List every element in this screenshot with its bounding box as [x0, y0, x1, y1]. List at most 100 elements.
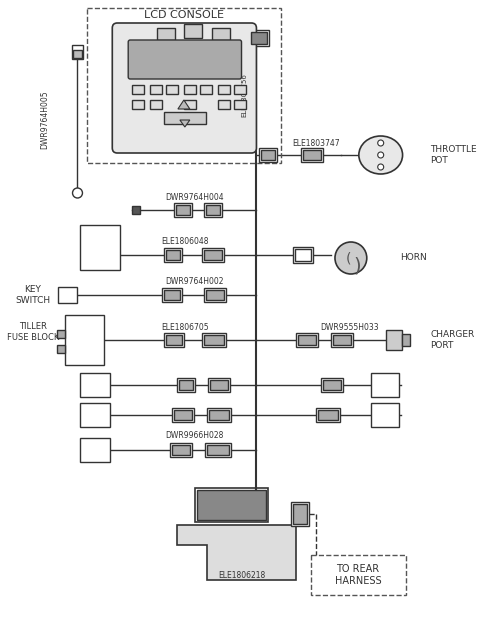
Bar [150, 100, 162, 109]
Bar [174, 410, 192, 420]
Bar [298, 335, 316, 345]
Bar [204, 443, 231, 457]
Bar [323, 380, 341, 390]
Text: (: ( [346, 251, 352, 265]
Bar [204, 335, 224, 345]
Bar [157, 28, 175, 40]
Bar [218, 100, 230, 109]
Bar [208, 378, 230, 392]
Bar [293, 504, 307, 524]
Bar [132, 100, 144, 109]
Bar [176, 205, 190, 215]
Bar [166, 335, 182, 345]
Text: DWR9966H028: DWR9966H028 [166, 432, 224, 441]
Bar [162, 288, 182, 302]
Bar [321, 378, 343, 392]
Bar [208, 410, 229, 420]
Circle shape [72, 188, 83, 198]
Bar [204, 250, 222, 260]
Bar [293, 247, 313, 263]
Text: TILLER
FUSE BLOCK: TILLER FUSE BLOCK [6, 322, 59, 342]
Bar [58, 287, 78, 303]
Polygon shape [177, 525, 296, 580]
Bar [296, 333, 318, 347]
Text: HORN: HORN [400, 253, 427, 263]
Circle shape [378, 164, 384, 170]
Text: DWR9764H005: DWR9764H005 [158, 56, 212, 62]
Bar [301, 148, 323, 162]
Bar [132, 206, 140, 214]
Bar [206, 408, 231, 422]
Circle shape [378, 152, 384, 158]
Text: KEY
SWITCH: KEY SWITCH [15, 285, 51, 304]
Text: ): ) [353, 256, 360, 275]
Text: ELE1806048: ELE1806048 [161, 237, 208, 246]
Text: ELE1805756: ELE1805756 [242, 73, 248, 117]
Bar [371, 403, 398, 427]
Bar [56, 345, 64, 353]
Bar [206, 205, 220, 215]
Bar [206, 290, 224, 300]
Bar [170, 443, 192, 457]
Bar [371, 373, 398, 397]
Bar [80, 373, 110, 397]
Bar [333, 335, 351, 345]
Text: ELE1806218: ELE1806218 [218, 570, 265, 579]
Bar [303, 150, 321, 160]
Text: ELE1803747: ELE1803747 [292, 139, 340, 147]
Text: ELE1806705: ELE1806705 [161, 322, 208, 332]
Bar [212, 28, 230, 40]
Bar [88, 8, 282, 163]
Bar [202, 248, 224, 262]
Bar [166, 250, 180, 260]
Bar [64, 315, 104, 365]
Bar [80, 403, 110, 427]
Text: CHARGER
PORT: CHARGER PORT [430, 330, 474, 349]
Bar [402, 334, 409, 346]
Bar [260, 148, 278, 162]
Bar [164, 290, 180, 300]
Bar [204, 203, 222, 217]
Bar [252, 32, 268, 44]
Bar [295, 249, 311, 261]
Bar [184, 85, 196, 94]
Bar [177, 378, 195, 392]
Bar [72, 50, 83, 58]
Bar [56, 330, 64, 338]
Bar [262, 150, 276, 160]
Bar [210, 380, 228, 390]
Text: DWR9764H004: DWR9764H004 [166, 192, 224, 201]
Text: DWR9555H033: DWR9555H033 [320, 322, 379, 332]
Bar [291, 502, 309, 526]
Bar [72, 45, 84, 59]
Bar [174, 203, 192, 217]
Polygon shape [180, 120, 190, 127]
Bar [80, 225, 120, 270]
Text: DWR9764H005: DWR9764H005 [40, 91, 49, 149]
Bar [318, 410, 338, 420]
Text: THROTTLE
POT: THROTTLE POT [430, 146, 477, 165]
Bar [234, 100, 245, 109]
Bar [132, 85, 144, 94]
Circle shape [335, 242, 367, 274]
Bar [195, 488, 268, 522]
Bar [179, 380, 193, 390]
Bar [184, 24, 202, 38]
Bar [184, 100, 196, 109]
Polygon shape [178, 100, 190, 109]
Text: LCD CONSOLE: LCD CONSOLE [144, 10, 224, 20]
Bar [164, 333, 184, 347]
Bar [218, 85, 230, 94]
Bar [204, 288, 226, 302]
Bar [164, 248, 182, 262]
Bar [166, 85, 178, 94]
Bar [202, 333, 226, 347]
FancyBboxPatch shape [128, 40, 242, 79]
Bar [316, 408, 340, 422]
Bar [386, 330, 402, 350]
Bar [206, 445, 229, 455]
Text: DWR9764H002: DWR9764H002 [166, 277, 224, 285]
Bar [164, 112, 205, 124]
FancyBboxPatch shape [112, 23, 256, 153]
Bar [197, 490, 266, 520]
